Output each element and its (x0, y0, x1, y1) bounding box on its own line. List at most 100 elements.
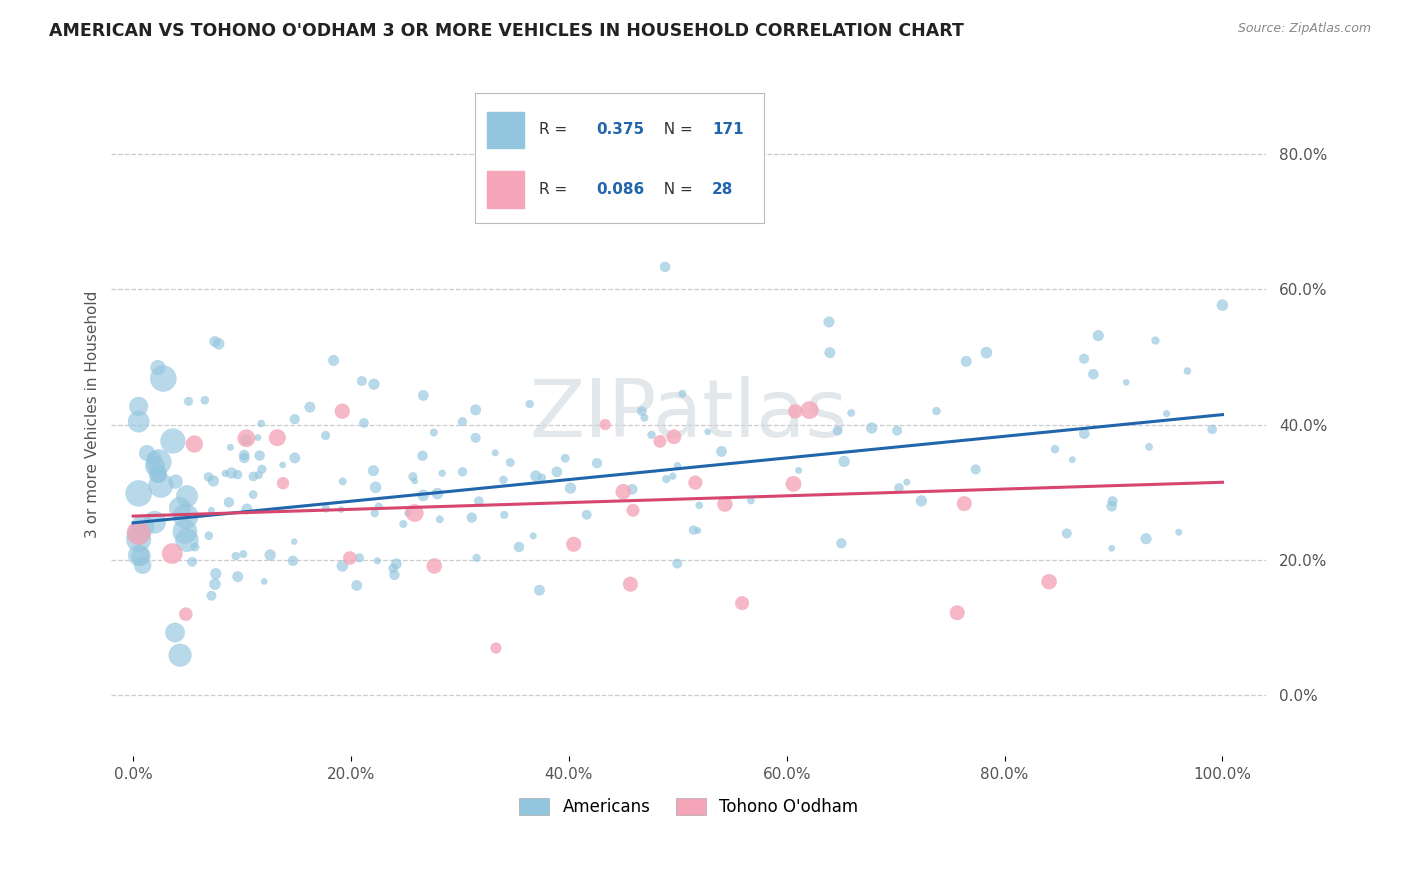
Point (146, 360, 169, 375)
Point (177, 394, 200, 409)
Point (1177, 364, 1199, 378)
Point (233, 448, 256, 462)
Point (682, 523, 704, 537)
Point (671, 386, 693, 401)
Point (204, 577, 226, 591)
Point (200, 503, 222, 517)
Point (235, 431, 257, 445)
Point (346, 578, 368, 592)
Point (392, 516, 415, 531)
Point (787, 463, 810, 477)
Point (298, 400, 321, 414)
Point (429, 512, 451, 526)
Point (953, 497, 976, 511)
Point (562, 537, 585, 551)
Point (633, 410, 655, 425)
Point (586, 456, 609, 470)
Point (208, 336, 231, 351)
Point (339, 551, 361, 566)
Point (662, 430, 685, 444)
Point (654, 260, 676, 274)
Point (143, 459, 166, 474)
Point (266, 431, 288, 445)
Point (169, 500, 191, 515)
Point (731, 596, 754, 610)
Point (1156, 407, 1178, 421)
Point (226, 467, 249, 482)
Point (661, 469, 683, 483)
Point (1073, 426, 1095, 441)
Point (1056, 526, 1078, 541)
Point (218, 495, 240, 509)
Point (148, 468, 170, 483)
Point (396, 506, 419, 520)
Point (232, 547, 254, 561)
Point (464, 403, 486, 417)
Point (146, 467, 169, 481)
Point (411, 449, 433, 463)
Point (184, 540, 207, 554)
Point (330, 502, 353, 516)
Point (955, 354, 977, 368)
Point (250, 462, 273, 476)
Point (128, 415, 150, 429)
Point (484, 446, 506, 460)
Point (259, 548, 281, 562)
Point (382, 561, 405, 575)
Point (839, 406, 862, 420)
Point (128, 400, 150, 414)
Point (965, 462, 987, 476)
Point (173, 524, 195, 539)
Point (696, 425, 718, 439)
Point (350, 374, 373, 388)
Legend: Americans, Tohono O'odham: Americans, Tohono O'odham (513, 791, 865, 823)
Point (451, 465, 474, 479)
Point (152, 371, 174, 385)
Point (128, 525, 150, 540)
Point (976, 345, 998, 359)
Point (1201, 422, 1223, 436)
Point (162, 434, 184, 448)
Point (621, 482, 644, 496)
Point (593, 417, 616, 432)
Point (225, 549, 247, 563)
Point (353, 416, 375, 430)
Point (423, 558, 446, 573)
Point (364, 506, 387, 520)
Point (367, 500, 389, 514)
Point (236, 502, 259, 516)
Point (1073, 351, 1095, 366)
Point (332, 475, 354, 489)
Point (404, 474, 426, 488)
Point (485, 640, 508, 655)
Point (384, 568, 406, 582)
Point (554, 451, 576, 466)
Point (402, 469, 425, 483)
Point (404, 506, 426, 520)
Point (827, 424, 849, 438)
Point (332, 558, 354, 573)
Point (1101, 541, 1123, 556)
Point (128, 533, 150, 547)
Text: AMERICAN VS TOHONO O'ODHAM 3 OR MORE VEHICLES IN HOUSEHOLD CORRELATION CHART: AMERICAN VS TOHONO O'ODHAM 3 OR MORE VEH… (49, 22, 965, 40)
Point (1211, 298, 1233, 312)
Point (330, 404, 353, 418)
Point (148, 455, 170, 469)
Point (688, 499, 710, 513)
Point (131, 558, 153, 573)
Point (714, 497, 737, 511)
Point (451, 415, 474, 429)
Point (242, 488, 264, 502)
Point (1062, 452, 1084, 467)
Point (204, 334, 226, 349)
Point (281, 554, 304, 568)
Point (253, 574, 276, 589)
Point (129, 549, 152, 563)
Point (740, 493, 762, 508)
Point (219, 441, 242, 455)
Point (214, 467, 236, 481)
Point (785, 404, 807, 418)
Point (136, 446, 159, 460)
Point (246, 431, 269, 445)
Point (204, 566, 226, 581)
